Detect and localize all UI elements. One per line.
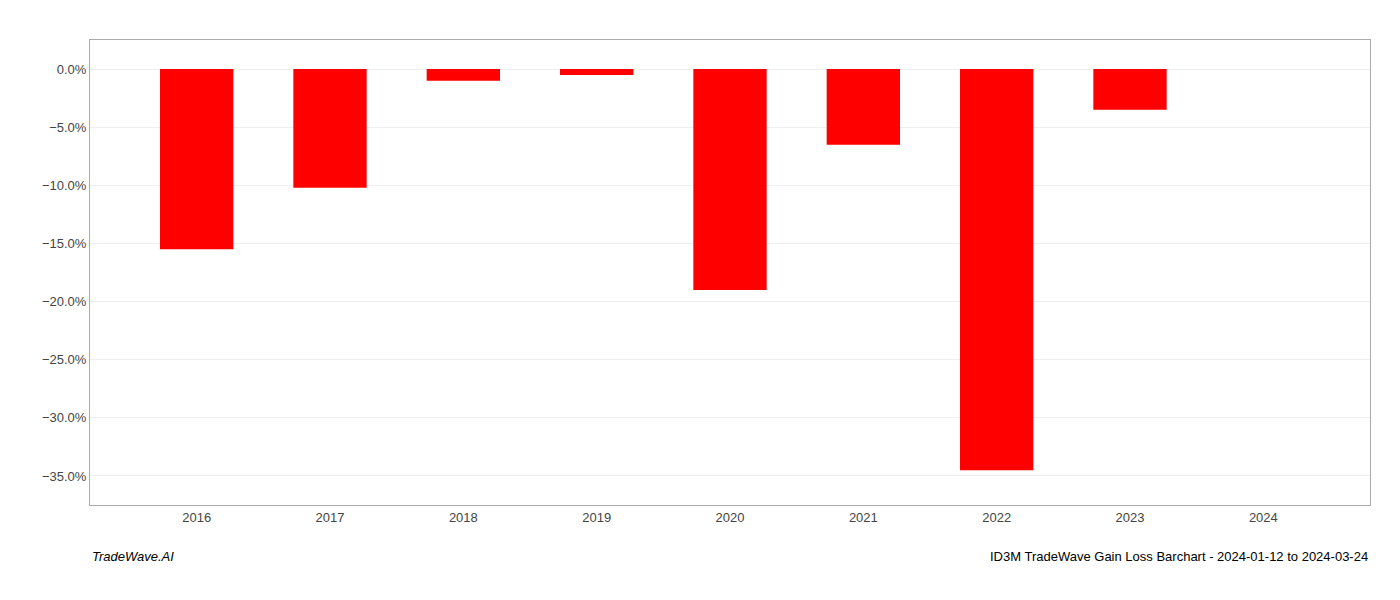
svg-text:2017: 2017 (316, 510, 345, 525)
svg-text:ID3M TradeWave Gain Loss Barch: ID3M TradeWave Gain Loss Barchart - 2024… (990, 549, 1368, 564)
svg-text:TradeWave.AI: TradeWave.AI (92, 549, 174, 564)
svg-text:2016: 2016 (182, 510, 211, 525)
svg-text:−15.0%: −15.0% (42, 236, 87, 251)
svg-text:2022: 2022 (982, 510, 1011, 525)
svg-text:2020: 2020 (716, 510, 745, 525)
svg-text:2019: 2019 (582, 510, 611, 525)
svg-text:−35.0%: −35.0% (42, 468, 87, 483)
svg-text:2021: 2021 (849, 510, 878, 525)
svg-text:2023: 2023 (1116, 510, 1145, 525)
svg-text:−25.0%: −25.0% (42, 352, 87, 367)
svg-text:−20.0%: −20.0% (42, 294, 87, 309)
svg-text:−10.0%: −10.0% (42, 178, 87, 193)
svg-text:0.0%: 0.0% (57, 62, 87, 77)
svg-text:−30.0%: −30.0% (42, 410, 87, 425)
svg-text:−5.0%: −5.0% (49, 120, 87, 135)
svg-text:2024: 2024 (1249, 510, 1278, 525)
svg-text:2018: 2018 (449, 510, 478, 525)
